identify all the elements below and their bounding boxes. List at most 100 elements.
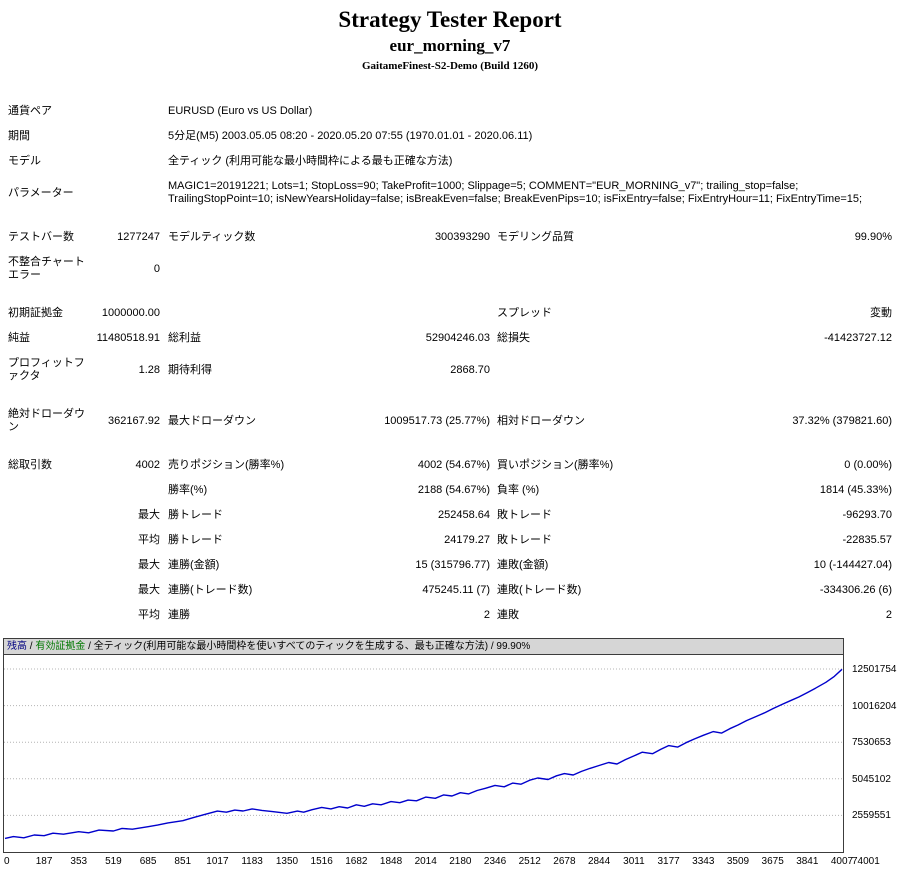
spacer-cell: [8, 212, 892, 225]
row-label: [8, 603, 86, 628]
report-table-body: 通貨ペア EURUSD (Euro vs US Dollar) 期間 5分足(M5) …: [8, 99, 892, 628]
row-label: [8, 528, 86, 553]
legend-balance-label: 残高: [7, 641, 27, 652]
stat-value: 24179.27: [444, 534, 490, 546]
x-axis-label: 3343: [692, 856, 715, 867]
empty-cell: [86, 174, 168, 212]
stat-label: 連勝(金額): [168, 559, 220, 571]
stat-value: 37.32% (379821.60): [792, 414, 892, 427]
server-build: GaitameFinest-S2-Demo (Build 1260): [362, 60, 538, 72]
stat-value: 11480518.91: [96, 332, 160, 344]
report-row: 最大 勝トレード 252458.64 敗トレード -96293.70: [8, 503, 892, 528]
row-label: 純益: [8, 332, 30, 344]
spacer-row: [8, 212, 892, 225]
y-axis-label: 5045102: [852, 773, 891, 785]
report-row: モデル 全ティック (利用可能な最小時間枠による最も正確な方法): [8, 149, 892, 174]
stat-value: 2: [885, 609, 892, 621]
report-row: 不整合チャートエラー 0: [8, 250, 892, 288]
report-row: 総取引数 4002 売りポジション(勝率%) 4002 (54.67%) 買いポジション…: [8, 453, 892, 478]
stat-label: 敗トレード: [497, 509, 552, 521]
stat-label: 相対ドローダウン: [497, 414, 585, 427]
x-axis-label: 2346: [483, 856, 507, 867]
x-axis-label: 1017: [206, 856, 229, 867]
stat-value: 1814 (45.33%): [819, 484, 892, 496]
stat-label: 敗トレード: [497, 534, 552, 546]
stat-value: [340, 250, 490, 288]
row-value: 全ティック (利用可能な最小時間枠による最も正確な方法): [168, 155, 453, 167]
row-label: 初期証拠金: [8, 307, 63, 319]
stat-label: 連敗(トレード数): [497, 584, 582, 596]
balance-line: [4, 668, 843, 840]
balance-chart: 残高 / 有効証拠金 / 全ティック(利用可能な最小時間枠を使いすべてのティック…: [0, 638, 900, 872]
y-axis-label: 74001: [852, 856, 880, 867]
stat-value: 475245.11 (7): [422, 584, 490, 596]
x-axis-label: 353: [70, 856, 88, 867]
y-axis-label: 12501754: [852, 664, 897, 675]
y-axis-label: 10016204: [852, 700, 897, 712]
stat-value: 1.28: [138, 363, 160, 376]
legend-equity-label: 有効証拠金: [35, 641, 86, 652]
x-axis-label: 187: [35, 856, 53, 867]
x-axis-label: 3841: [796, 856, 819, 867]
stat-label: 負率 (%): [497, 484, 540, 496]
stat-value: 15 (315796.77): [415, 559, 490, 571]
stat-value: 99.90%: [854, 231, 892, 243]
stat-value: 2: [483, 609, 490, 621]
stat-value: -41423727.12: [824, 332, 892, 344]
report-row: テストバー数 1277247 モデルティック数 300393290 モデリング品質 99.…: [8, 225, 892, 250]
x-axis-label: 1516: [310, 856, 333, 867]
stat-value: 最大: [138, 584, 160, 596]
stat-value: 1277247: [117, 231, 160, 243]
stat-label: 買いポジション(勝率%): [497, 459, 614, 471]
row-label: 不整合チャートエラー: [8, 256, 85, 281]
x-axis-label: 0: [4, 856, 10, 867]
legend-separator: /: [488, 641, 497, 652]
report-row: パラメーター MAGIC1=20191221; Lots=1; StopLoss=…: [8, 174, 892, 212]
stat-label: [168, 250, 340, 288]
row-value: MAGIC1=20191221; Lots=1; StopLoss=90; Ta…: [168, 180, 863, 205]
empty-cell: [86, 99, 168, 124]
stat-value: [86, 478, 168, 503]
stat-value: 252458.64: [438, 509, 490, 521]
stat-label: 連勝(トレード数): [168, 584, 253, 596]
stat-label: 総利益: [168, 332, 201, 344]
row-label: 期間: [8, 130, 30, 142]
report-header: Strategy Tester Report eur_morning_v7 Ga…: [0, 0, 900, 73]
row-label: 総取引数: [8, 459, 52, 471]
stat-label: [168, 301, 340, 326]
stat-label: 勝率(%): [168, 484, 208, 496]
row-label: パラメーター: [8, 186, 74, 199]
stat-label: [490, 250, 660, 288]
x-axis-label: 4007: [830, 856, 854, 867]
chart-quality: 99.90%: [496, 641, 531, 652]
x-axis-label: 2014: [414, 856, 437, 867]
stat-value: [660, 351, 892, 389]
stat-value: 2868.70: [450, 363, 490, 376]
stat-value: 300393290: [434, 231, 490, 243]
stat-value: 1009517.73 (25.77%): [384, 414, 490, 427]
report-row: 通貨ペア EURUSD (Euro vs US Dollar): [8, 99, 892, 124]
row-label: 絶対ドローダウン: [8, 408, 85, 433]
stat-label: 総損失: [497, 332, 530, 344]
stat-label: 最大ドローダウン: [168, 414, 256, 427]
stat-value: 変動: [870, 307, 892, 319]
x-axis-label: 2512: [518, 856, 541, 867]
report-row: 絶対ドローダウン 362167.92 最大ドローダウン 1009517.73 (25.…: [8, 402, 892, 440]
stat-label: 連勝: [168, 609, 190, 621]
report-row: 平均 連勝 2 連敗 2: [8, 603, 892, 628]
x-axis-label: 3177: [657, 856, 680, 867]
x-axis-label: 1682: [345, 856, 368, 867]
report-row: 初期証拠金 1000000.00 スプレッド 変動: [8, 301, 892, 326]
stat-label: 連敗: [497, 609, 519, 621]
stat-value: 0 (0.00%): [844, 459, 892, 471]
stat-label: 勝トレード: [168, 509, 223, 521]
stat-label: 売りポジション(勝率%): [168, 459, 285, 471]
y-axis-label: 7530653: [852, 737, 891, 749]
row-label: 通貨ペア: [8, 105, 52, 117]
report-row: 最大 連勝(金額) 15 (315796.77) 連敗(金額) 10 (-144427.…: [8, 553, 892, 578]
stat-label: スプレッド: [497, 307, 552, 319]
report-row: 勝率(%) 2188 (54.67%) 負率 (%) 1814 (45.33%): [8, 478, 892, 503]
row-label: [8, 553, 86, 578]
x-axis-label: 2678: [553, 856, 576, 867]
empty-cell: [86, 124, 168, 149]
